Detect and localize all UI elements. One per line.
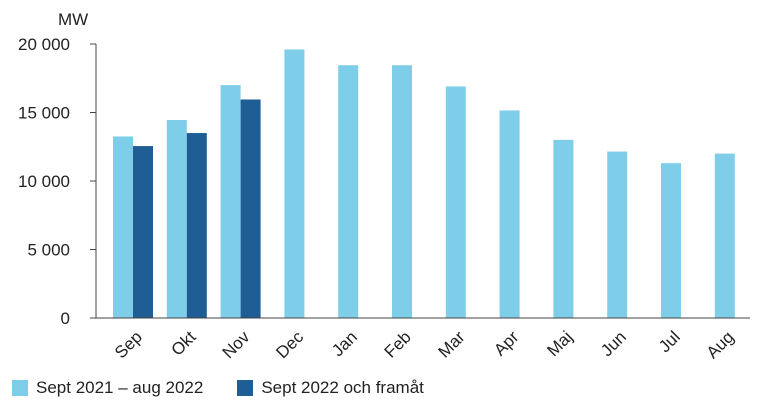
bar-series-1-maj bbox=[553, 139, 574, 318]
legend-item-series-2: Sept 2022 och framåt bbox=[237, 378, 424, 398]
x-tick-label-mar: Mar bbox=[434, 327, 468, 361]
bar-series-1-jul bbox=[661, 163, 681, 318]
bar-series-1-sep bbox=[113, 136, 133, 318]
bar-series-1-nov bbox=[220, 85, 241, 318]
bar-series-2-okt bbox=[186, 133, 207, 318]
legend-swatch-series-1 bbox=[12, 380, 28, 396]
y-tick-label: 5 000 bbox=[27, 241, 70, 260]
bars bbox=[113, 49, 735, 318]
legend-label-series-2: Sept 2022 och framåt bbox=[261, 378, 424, 397]
y-tick-label: 20 000 bbox=[18, 35, 70, 54]
bar-series-1-apr bbox=[499, 110, 520, 318]
x-tick-label-okt: Okt bbox=[167, 327, 199, 359]
bar-series-1-mar bbox=[445, 86, 466, 318]
y-tick-label: 0 bbox=[61, 309, 70, 328]
legend-item-series-1: Sept 2021 – aug 2022 bbox=[12, 378, 203, 398]
x-tick-label-jun: Jun bbox=[597, 327, 630, 360]
bar-series-1-feb bbox=[392, 65, 412, 318]
bar-series-1-okt bbox=[166, 120, 187, 318]
x-axis: Sep Okt Nov Dec Jan Feb Mar Apr Maj Jun Jul Aug bbox=[96, 317, 750, 362]
x-tick-label-feb: Feb bbox=[381, 327, 415, 361]
x-tick-label-dec: Dec bbox=[272, 327, 307, 362]
y-tick-label: 10 000 bbox=[18, 172, 70, 191]
bar-series-1-jun bbox=[607, 151, 628, 318]
bar-series-1-jan bbox=[338, 65, 359, 318]
x-tick-label-jan: Jan bbox=[328, 327, 361, 360]
legend-swatch-series-2 bbox=[237, 380, 254, 396]
x-tick-label-aug: Aug bbox=[703, 327, 738, 362]
x-tick-label-nov: Nov bbox=[219, 327, 254, 362]
legend-label-series-1: Sept 2021 – aug 2022 bbox=[36, 378, 204, 397]
x-tick-label-maj: Maj bbox=[543, 327, 576, 360]
x-tick-label-apr: Apr bbox=[490, 327, 522, 359]
x-tick-label-jul: Jul bbox=[655, 327, 684, 356]
legend: Sept 2021 – aug 2022 Sept 2022 och framå… bbox=[12, 378, 424, 398]
bar-series-1-dec bbox=[284, 49, 305, 318]
bar-series-2-nov bbox=[240, 99, 261, 318]
y-unit-label: MW bbox=[58, 10, 88, 29]
x-tick-label-sep: Sep bbox=[111, 327, 146, 362]
bar-series-1-aug bbox=[714, 153, 735, 318]
y-axis: 0 5 000 10 000 15 000 20 000 bbox=[18, 35, 97, 328]
y-tick-label: 15 000 bbox=[18, 104, 70, 123]
bar-series-2-sep bbox=[133, 146, 153, 318]
